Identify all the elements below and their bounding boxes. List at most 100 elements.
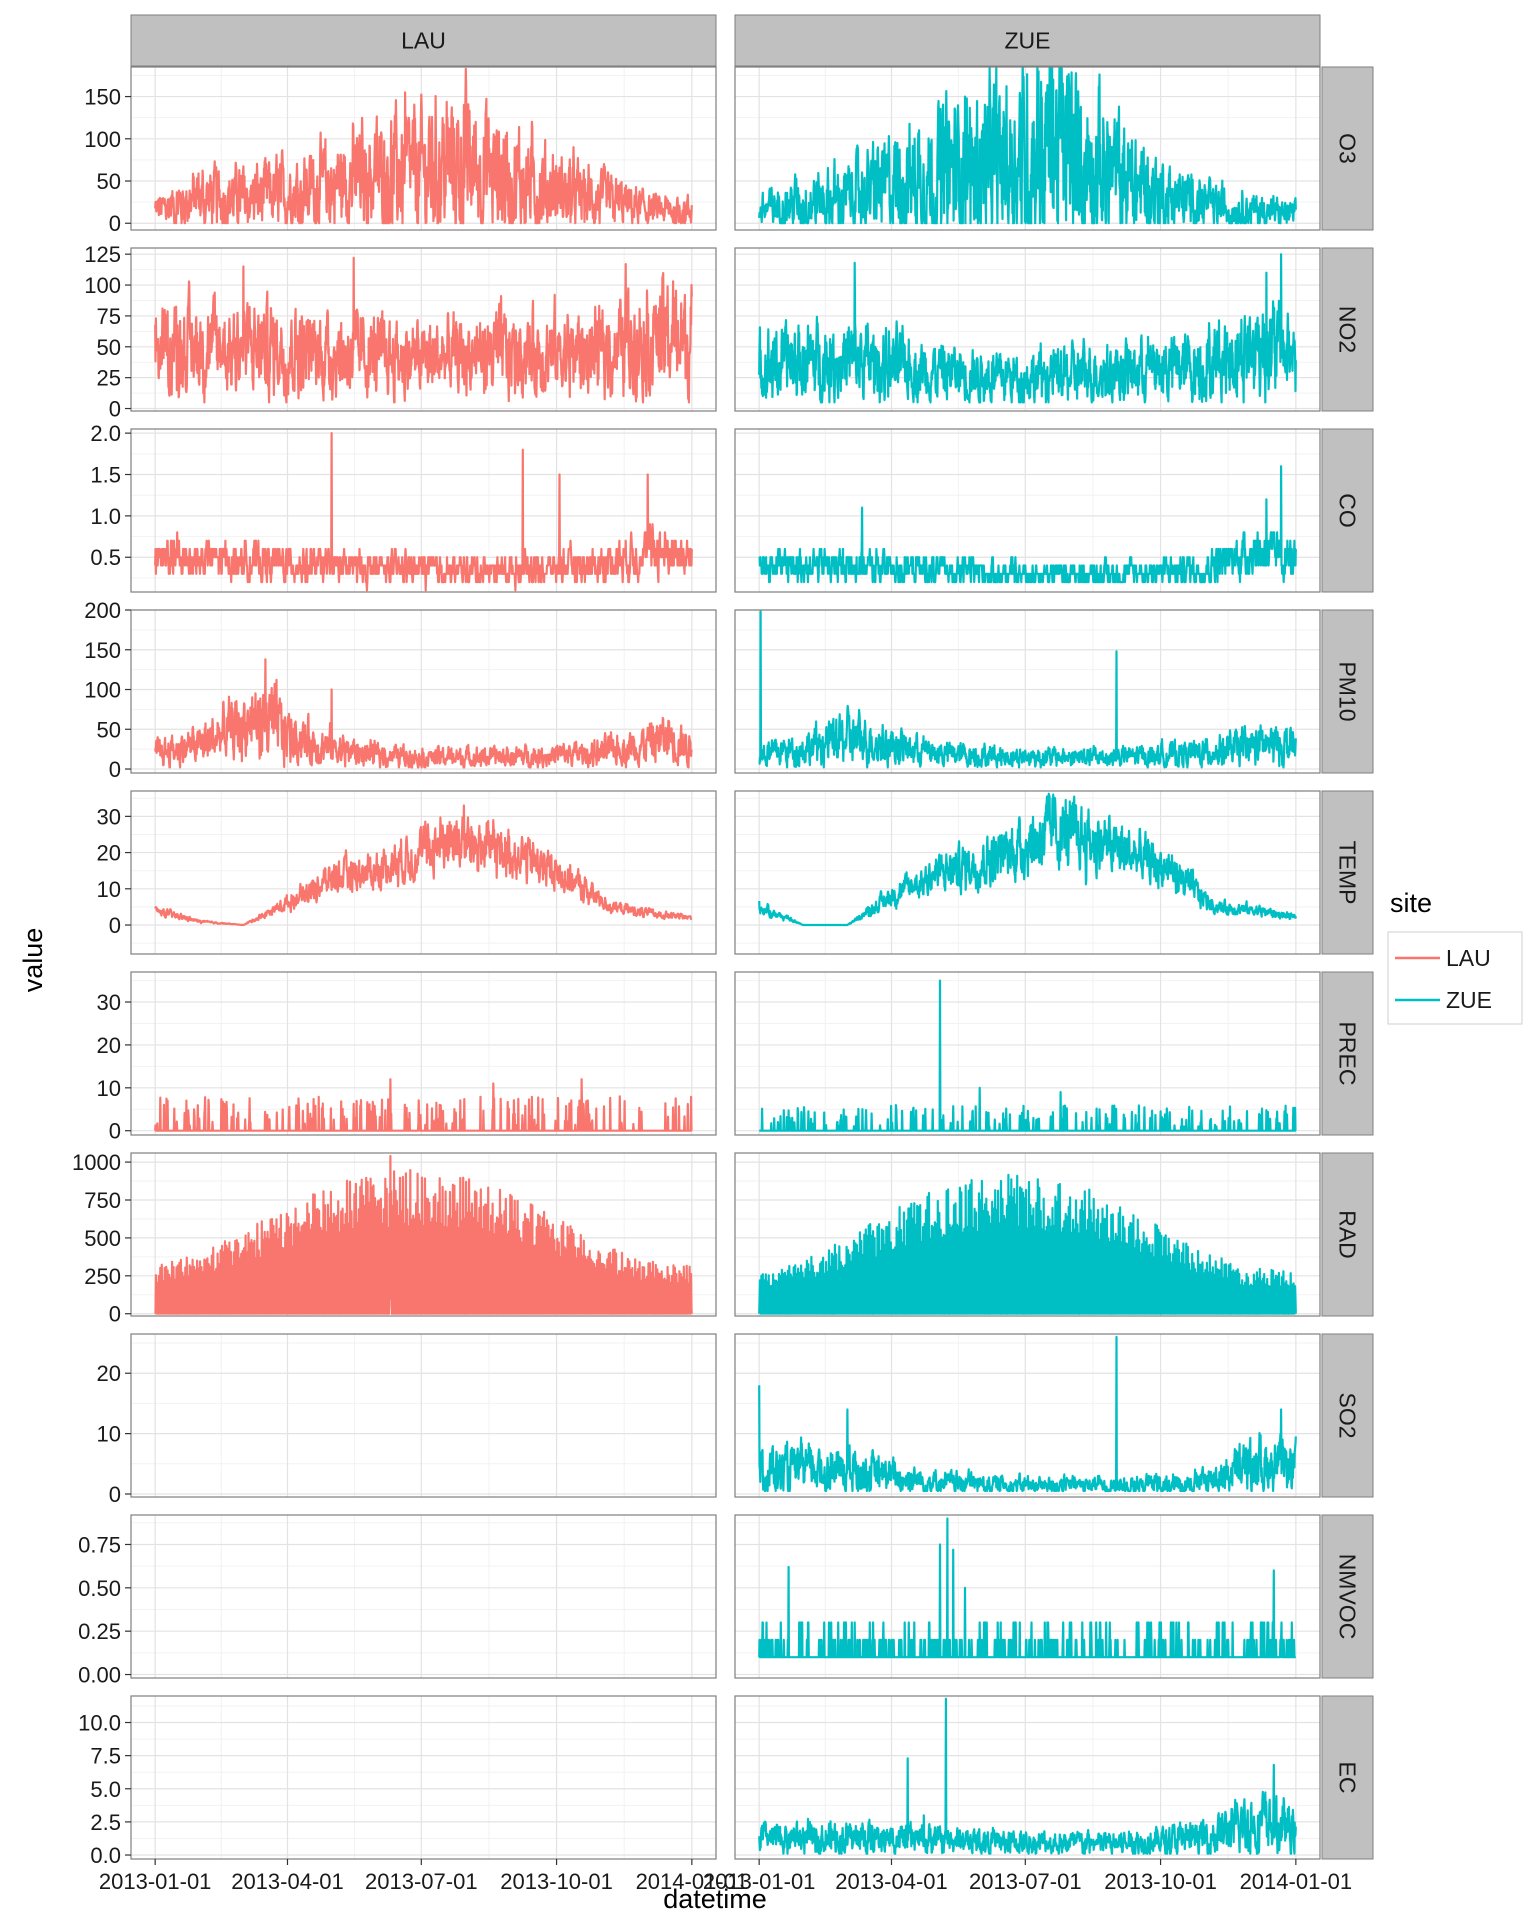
y-tick-label: 100	[84, 678, 121, 703]
row-strip-label: NMVOC	[1335, 1554, 1361, 1640]
y-tick-label: 0	[109, 211, 121, 236]
series-line-zue-prec	[758, 979, 1297, 1132]
y-tick-label: 50	[97, 335, 121, 360]
panel-border	[130, 1152, 717, 1317]
y-tick-label: 10.0	[78, 1711, 121, 1736]
series-line-zue-co	[758, 465, 1297, 584]
series-line-lau-pm10	[154, 658, 693, 769]
y-tick-label: 0	[109, 757, 121, 782]
y-tick-label: 20	[97, 1033, 121, 1058]
series-line-zue-temp	[758, 792, 1297, 927]
panel-border	[734, 428, 1321, 593]
panel-border	[734, 790, 1321, 955]
y-tick-label: 7.5	[90, 1744, 121, 1769]
y-tick-label: 30	[97, 804, 121, 829]
legend-label: LAU	[1446, 945, 1491, 971]
x-tick-label: 2014-01-01	[636, 1869, 749, 1894]
y-tick-label: 0	[109, 1482, 121, 1507]
y-tick-label: 100	[84, 273, 121, 298]
y-tick-label: 2.5	[90, 1810, 121, 1835]
series-line-lau-temp	[154, 804, 693, 927]
panel-background	[131, 791, 716, 954]
panel-border	[734, 66, 1321, 231]
y-tick-label: 5.0	[90, 1777, 121, 1802]
panel-background	[735, 972, 1320, 1135]
row-strip-rad	[1321, 1152, 1374, 1317]
y-tick-label: 10	[97, 877, 121, 902]
y-tick-label: 1000	[72, 1150, 121, 1175]
y-tick-label: 150	[84, 638, 121, 663]
row-strip-so2	[1321, 1333, 1374, 1498]
y-tick-label: 100	[84, 127, 121, 152]
y-tick-label: 0.50	[78, 1576, 121, 1601]
row-strip-co	[1321, 428, 1374, 593]
y-tick-label: 20	[97, 1361, 121, 1386]
panel-border	[734, 609, 1321, 774]
row-strip-label: PREC	[1335, 1022, 1361, 1086]
panel-zue-o3	[734, 66, 1321, 231]
row-strip-temp	[1321, 790, 1374, 955]
panel-zue-nmvoc	[734, 1514, 1321, 1679]
panel-border	[734, 1695, 1321, 1860]
panel-lau-co	[130, 428, 717, 593]
panel-lau-prec	[130, 971, 717, 1136]
x-axes: 2013-01-01 2013-04-01 2013-07-01 2013-10-01…	[99, 1859, 1352, 1894]
y-tick-label: 125	[84, 242, 121, 267]
y-tick-label: 0.75	[78, 1532, 121, 1557]
panel-border	[130, 1333, 717, 1498]
row-strip-ec	[1321, 1695, 1374, 1860]
row-strip-prec	[1321, 971, 1374, 1136]
series-line-lau-co	[154, 432, 693, 592]
panel-zue-pm10	[734, 609, 1321, 774]
y-tick-label: 250	[84, 1264, 121, 1289]
legend: site LAU ZUE	[1387, 888, 1523, 1025]
panel-lau-so2	[130, 1333, 717, 1498]
y-tick-label: 0.5	[90, 545, 121, 570]
y-tick-label: 0	[109, 1119, 121, 1144]
legend-label: ZUE	[1446, 987, 1492, 1013]
series-line-zue-o3	[758, 67, 1297, 225]
row-strip-label: PM10	[1335, 661, 1361, 721]
y-tick-label: 30	[97, 990, 121, 1015]
panel-border	[130, 609, 717, 774]
panel-border	[734, 1152, 1321, 1317]
panel-lau-temp	[130, 790, 717, 955]
series-line-zue-pm10	[758, 610, 1297, 769]
y-tick-label: 750	[84, 1188, 121, 1213]
y-tick-label: 1.5	[90, 463, 121, 488]
y-tick-label: 500	[84, 1226, 121, 1251]
y-tick-label: 10	[97, 1076, 121, 1101]
panel-background	[131, 1515, 716, 1678]
panel-border	[734, 1514, 1321, 1679]
y-tick-label: 200	[84, 598, 121, 623]
series-line-zue-ec	[758, 1697, 1297, 1855]
row-strip-nmvoc	[1321, 1514, 1374, 1679]
row-strip-label: EC	[1335, 1762, 1361, 1794]
panel-border	[130, 971, 717, 1136]
y-axis-title: value	[18, 928, 48, 993]
legend-title: site	[1390, 888, 1432, 918]
x-tick-label: 2013-07-01	[969, 1869, 1082, 1894]
panel-border	[130, 1695, 717, 1860]
y-tick-label: 0.25	[78, 1619, 121, 1644]
x-axis-title: datetime	[663, 1884, 767, 1914]
panel-border	[130, 247, 717, 412]
y-tick-label: 0	[109, 397, 121, 422]
y-tick-label: 75	[97, 304, 121, 329]
series-line-lau-o3	[154, 67, 693, 225]
column-strip-lau	[130, 14, 717, 67]
facet-strips: LAU ZUE O3 NO2 CO PM10 TEMP PREC RAD SO2 NMVOC EC	[130, 14, 1374, 1860]
panel-zue-prec	[734, 971, 1321, 1136]
panel-border	[734, 971, 1321, 1136]
panel-lau-nmvoc	[130, 1514, 717, 1679]
y-tick-label: 0.00	[78, 1663, 121, 1688]
panel-zue-ec	[734, 1695, 1321, 1860]
panel-zue-temp	[734, 790, 1321, 955]
legend-keys: LAU ZUE	[1387, 931, 1523, 1025]
y-tick-label: 150	[84, 85, 121, 110]
row-strip-label: NO2	[1335, 306, 1361, 353]
x-tick-label: 2013-10-01	[1104, 1869, 1217, 1894]
panel-lau-no2	[130, 247, 717, 412]
panel-background	[131, 1334, 716, 1497]
series-line-zue-no2	[758, 253, 1297, 404]
